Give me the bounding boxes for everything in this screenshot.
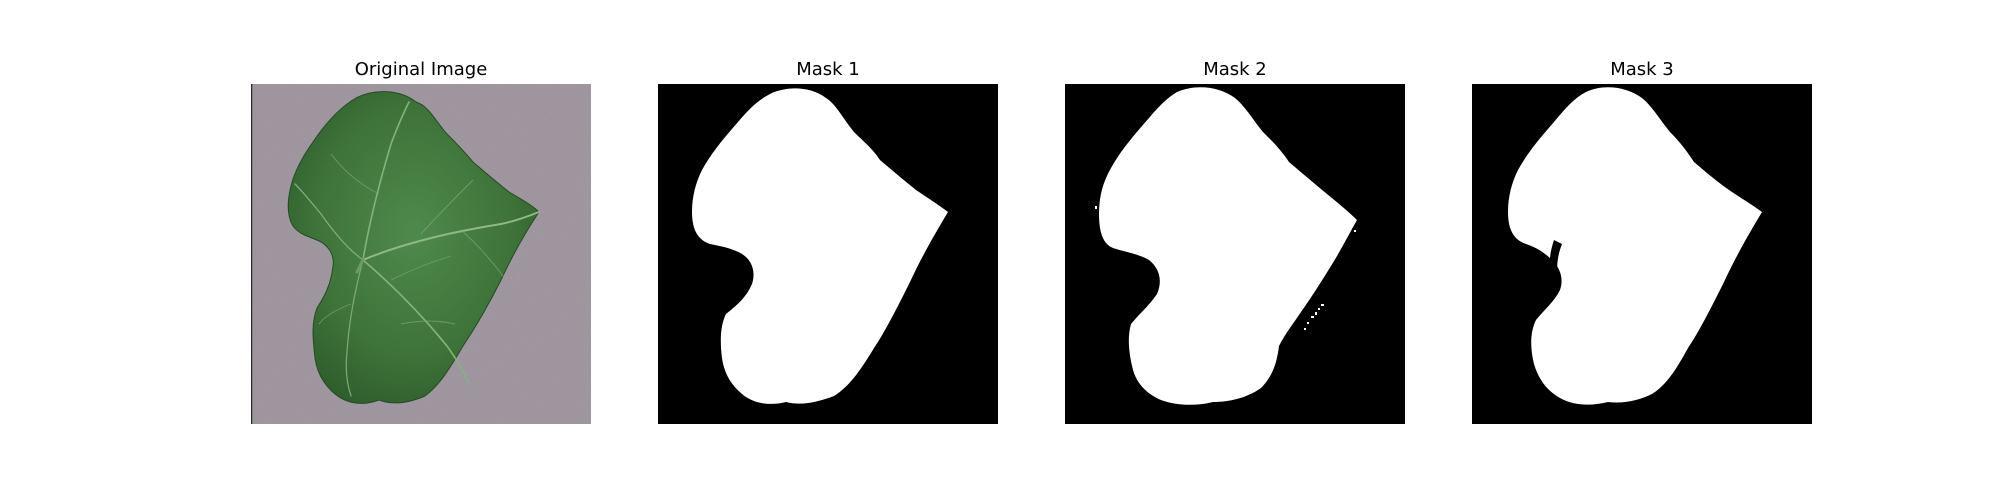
original-image-title: Original Image [354,59,488,80]
mask-3-title: Mask 3 [1610,59,1674,80]
mask-3-image [1472,84,1812,424]
leaf-vein-down [362,259,470,385]
mask-2-image [1065,84,1405,424]
leaf-vein-lowleft [345,259,364,397]
leaf-vein-main [362,211,540,261]
leaf-vein-left [294,183,364,261]
mask-2-noise [1095,206,1356,330]
mask-1-shape [692,88,948,404]
mask-2-title: Mask 2 [1203,59,1267,80]
mask-1-title: Mask 1 [796,59,860,80]
leaf-shape [287,91,540,404]
mask-2-shape [1099,87,1357,405]
mask-3-shape [1508,87,1762,405]
leaf-stem [355,258,365,274]
leaf-vein-up [362,101,410,261]
mask-1-image [658,84,998,424]
original-leaf-photo [251,84,591,424]
mask-3-notch [1549,240,1562,276]
